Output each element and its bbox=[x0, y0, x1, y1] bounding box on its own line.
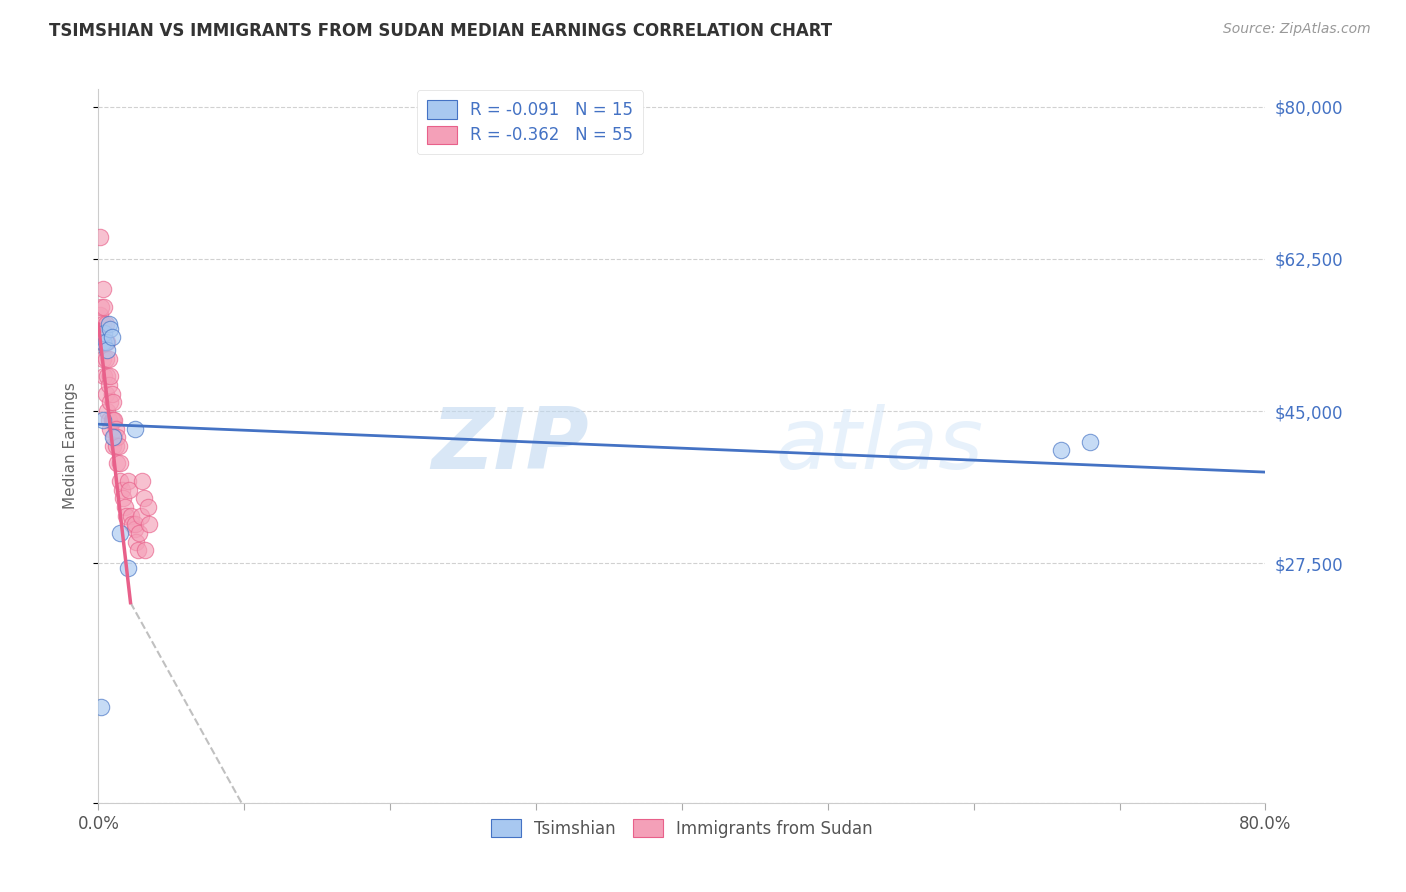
Point bbox=[131, 474, 153, 488]
Point bbox=[101, 395, 124, 409]
Point bbox=[124, 517, 146, 532]
Point bbox=[128, 526, 150, 541]
Point bbox=[110, 526, 132, 541]
Point bbox=[138, 517, 160, 532]
Point bbox=[90, 700, 112, 714]
Point bbox=[121, 517, 143, 532]
Point bbox=[91, 351, 114, 366]
Point bbox=[98, 421, 121, 435]
Point bbox=[91, 334, 114, 349]
Point bbox=[108, 439, 131, 453]
Point bbox=[96, 334, 118, 349]
Point bbox=[105, 457, 128, 471]
Point bbox=[96, 404, 118, 418]
Point bbox=[96, 369, 118, 384]
Point bbox=[93, 369, 115, 384]
Point bbox=[124, 421, 146, 435]
Point bbox=[89, 309, 111, 323]
Point bbox=[129, 508, 152, 523]
Point bbox=[114, 500, 136, 514]
Point bbox=[112, 491, 135, 506]
Point bbox=[1050, 443, 1073, 458]
Point bbox=[96, 343, 118, 358]
Point bbox=[97, 413, 120, 427]
Point bbox=[97, 378, 120, 392]
Point bbox=[134, 543, 156, 558]
Point bbox=[91, 282, 114, 296]
Y-axis label: Median Earnings: Median Earnings bbox=[63, 383, 77, 509]
Point bbox=[136, 500, 159, 514]
Point bbox=[105, 430, 128, 444]
Point bbox=[94, 317, 117, 331]
Point bbox=[124, 522, 146, 536]
Point bbox=[101, 439, 124, 453]
Point bbox=[110, 457, 132, 471]
Point bbox=[90, 334, 112, 349]
Point bbox=[132, 491, 155, 506]
Point bbox=[100, 386, 122, 401]
Point bbox=[89, 230, 111, 244]
Point bbox=[100, 330, 122, 344]
Point bbox=[1080, 434, 1102, 449]
Point bbox=[94, 386, 117, 401]
Text: TSIMSHIAN VS IMMIGRANTS FROM SUDAN MEDIAN EARNINGS CORRELATION CHART: TSIMSHIAN VS IMMIGRANTS FROM SUDAN MEDIA… bbox=[49, 22, 832, 40]
Point bbox=[94, 351, 117, 366]
Point bbox=[115, 508, 138, 523]
Point bbox=[98, 321, 121, 335]
Point bbox=[110, 474, 132, 488]
Point bbox=[93, 334, 115, 349]
Point bbox=[117, 474, 139, 488]
Point bbox=[93, 326, 115, 340]
Point bbox=[97, 351, 120, 366]
Point bbox=[111, 483, 134, 497]
Text: ZIP: ZIP bbox=[430, 404, 589, 488]
Point bbox=[94, 334, 117, 349]
Point bbox=[103, 413, 125, 427]
Point bbox=[91, 317, 114, 331]
Point bbox=[101, 430, 124, 444]
Point bbox=[91, 413, 114, 427]
Point bbox=[90, 300, 112, 314]
Point bbox=[100, 413, 122, 427]
Point bbox=[93, 300, 115, 314]
Point bbox=[98, 369, 121, 384]
Point bbox=[117, 561, 139, 575]
Point bbox=[104, 421, 127, 435]
Point bbox=[120, 508, 142, 523]
Legend: Tsimshian, Immigrants from Sudan: Tsimshian, Immigrants from Sudan bbox=[485, 813, 879, 845]
Point bbox=[101, 413, 124, 427]
Point bbox=[127, 543, 149, 558]
Text: atlas: atlas bbox=[775, 404, 983, 488]
Point bbox=[103, 430, 125, 444]
Point bbox=[98, 395, 121, 409]
Point bbox=[104, 439, 127, 453]
Text: Source: ZipAtlas.com: Source: ZipAtlas.com bbox=[1223, 22, 1371, 37]
Point bbox=[125, 534, 148, 549]
Point bbox=[97, 317, 120, 331]
Point bbox=[118, 483, 141, 497]
